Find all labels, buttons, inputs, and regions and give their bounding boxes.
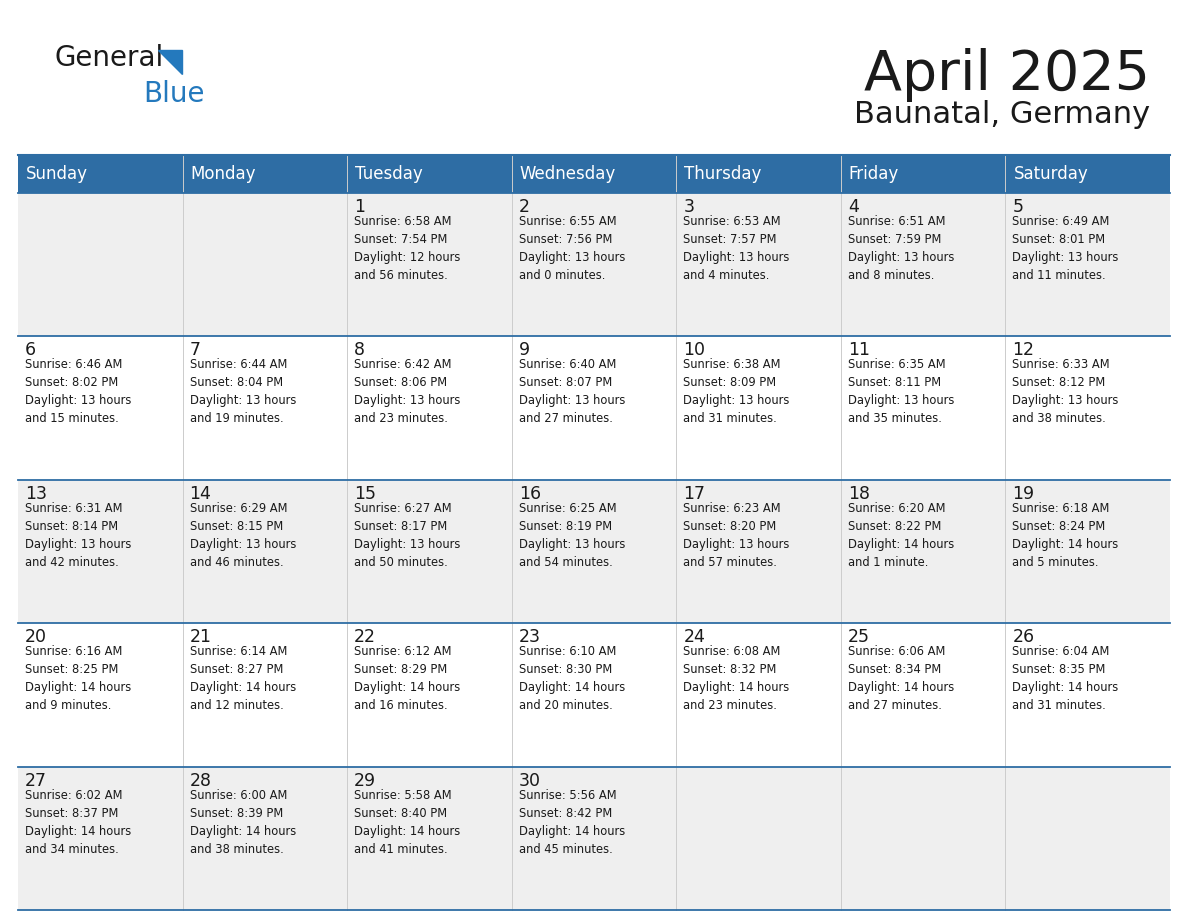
Bar: [18, 155, 1170, 193]
Text: 15: 15: [354, 485, 377, 503]
Text: 22: 22: [354, 628, 377, 646]
Text: 9: 9: [519, 341, 530, 360]
Text: Sunrise: 6:42 AM
Sunset: 8:06 PM
Daylight: 13 hours
and 23 minutes.: Sunrise: 6:42 AM Sunset: 8:06 PM Dayligh…: [354, 358, 461, 425]
Text: 23: 23: [519, 628, 541, 646]
Text: Tuesday: Tuesday: [355, 165, 423, 183]
Text: 7: 7: [190, 341, 201, 360]
Text: 26: 26: [1012, 628, 1035, 646]
Text: Sunrise: 6:16 AM
Sunset: 8:25 PM
Daylight: 14 hours
and 9 minutes.: Sunrise: 6:16 AM Sunset: 8:25 PM Dayligh…: [25, 645, 131, 712]
Text: Sunrise: 5:56 AM
Sunset: 8:42 PM
Daylight: 14 hours
and 45 minutes.: Sunrise: 5:56 AM Sunset: 8:42 PM Dayligh…: [519, 789, 625, 856]
Text: General: General: [55, 44, 164, 72]
Polygon shape: [158, 50, 182, 74]
Text: 24: 24: [683, 628, 706, 646]
Text: Saturday: Saturday: [1013, 165, 1088, 183]
Text: 17: 17: [683, 485, 706, 503]
Text: 8: 8: [354, 341, 365, 360]
Text: Sunrise: 6:49 AM
Sunset: 8:01 PM
Daylight: 13 hours
and 11 minutes.: Sunrise: 6:49 AM Sunset: 8:01 PM Dayligh…: [1012, 215, 1119, 282]
Text: Sunrise: 6:55 AM
Sunset: 7:56 PM
Daylight: 13 hours
and 0 minutes.: Sunrise: 6:55 AM Sunset: 7:56 PM Dayligh…: [519, 215, 625, 282]
Text: 27: 27: [25, 772, 48, 789]
Text: Sunday: Sunday: [26, 165, 88, 183]
Text: 13: 13: [25, 485, 48, 503]
Text: Friday: Friday: [849, 165, 899, 183]
Text: 10: 10: [683, 341, 706, 360]
Text: Sunrise: 6:02 AM
Sunset: 8:37 PM
Daylight: 14 hours
and 34 minutes.: Sunrise: 6:02 AM Sunset: 8:37 PM Dayligh…: [25, 789, 131, 856]
Text: Sunrise: 6:27 AM
Sunset: 8:17 PM
Daylight: 13 hours
and 50 minutes.: Sunrise: 6:27 AM Sunset: 8:17 PM Dayligh…: [354, 502, 461, 569]
Text: Wednesday: Wednesday: [519, 165, 615, 183]
Text: Sunrise: 6:25 AM
Sunset: 8:19 PM
Daylight: 13 hours
and 54 minutes.: Sunrise: 6:25 AM Sunset: 8:19 PM Dayligh…: [519, 502, 625, 569]
Text: 5: 5: [1012, 198, 1023, 216]
Text: 2: 2: [519, 198, 530, 216]
Text: 3: 3: [683, 198, 694, 216]
Text: Monday: Monday: [190, 165, 257, 183]
Text: Sunrise: 6:44 AM
Sunset: 8:04 PM
Daylight: 13 hours
and 19 minutes.: Sunrise: 6:44 AM Sunset: 8:04 PM Dayligh…: [190, 358, 296, 425]
Text: 19: 19: [1012, 485, 1035, 503]
Text: April 2025: April 2025: [864, 48, 1150, 102]
Text: Sunrise: 6:00 AM
Sunset: 8:39 PM
Daylight: 14 hours
and 38 minutes.: Sunrise: 6:00 AM Sunset: 8:39 PM Dayligh…: [190, 789, 296, 856]
Text: 21: 21: [190, 628, 211, 646]
Text: 6: 6: [25, 341, 36, 360]
Text: Sunrise: 6:51 AM
Sunset: 7:59 PM
Daylight: 13 hours
and 8 minutes.: Sunrise: 6:51 AM Sunset: 7:59 PM Dayligh…: [848, 215, 954, 282]
Bar: [18, 336, 1170, 480]
Text: Sunrise: 6:29 AM
Sunset: 8:15 PM
Daylight: 13 hours
and 46 minutes.: Sunrise: 6:29 AM Sunset: 8:15 PM Dayligh…: [190, 502, 296, 569]
Text: 29: 29: [354, 772, 377, 789]
Text: Sunrise: 6:20 AM
Sunset: 8:22 PM
Daylight: 14 hours
and 1 minute.: Sunrise: 6:20 AM Sunset: 8:22 PM Dayligh…: [848, 502, 954, 569]
Text: Sunrise: 6:46 AM
Sunset: 8:02 PM
Daylight: 13 hours
and 15 minutes.: Sunrise: 6:46 AM Sunset: 8:02 PM Dayligh…: [25, 358, 132, 425]
Text: 20: 20: [25, 628, 48, 646]
Text: Sunrise: 6:23 AM
Sunset: 8:20 PM
Daylight: 13 hours
and 57 minutes.: Sunrise: 6:23 AM Sunset: 8:20 PM Dayligh…: [683, 502, 790, 569]
Text: Sunrise: 6:31 AM
Sunset: 8:14 PM
Daylight: 13 hours
and 42 minutes.: Sunrise: 6:31 AM Sunset: 8:14 PM Dayligh…: [25, 502, 132, 569]
Text: 4: 4: [848, 198, 859, 216]
Text: Sunrise: 6:53 AM
Sunset: 7:57 PM
Daylight: 13 hours
and 4 minutes.: Sunrise: 6:53 AM Sunset: 7:57 PM Dayligh…: [683, 215, 790, 282]
Bar: [18, 623, 1170, 767]
Text: 14: 14: [190, 485, 211, 503]
Text: Sunrise: 6:40 AM
Sunset: 8:07 PM
Daylight: 13 hours
and 27 minutes.: Sunrise: 6:40 AM Sunset: 8:07 PM Dayligh…: [519, 358, 625, 425]
Text: Sunrise: 6:08 AM
Sunset: 8:32 PM
Daylight: 14 hours
and 23 minutes.: Sunrise: 6:08 AM Sunset: 8:32 PM Dayligh…: [683, 645, 790, 712]
Text: Sunrise: 6:12 AM
Sunset: 8:29 PM
Daylight: 14 hours
and 16 minutes.: Sunrise: 6:12 AM Sunset: 8:29 PM Dayligh…: [354, 645, 461, 712]
Bar: [18, 193, 1170, 336]
Bar: [18, 767, 1170, 910]
Text: 1: 1: [354, 198, 365, 216]
Text: Sunrise: 6:35 AM
Sunset: 8:11 PM
Daylight: 13 hours
and 35 minutes.: Sunrise: 6:35 AM Sunset: 8:11 PM Dayligh…: [848, 358, 954, 425]
Text: 25: 25: [848, 628, 870, 646]
Text: Sunrise: 6:58 AM
Sunset: 7:54 PM
Daylight: 12 hours
and 56 minutes.: Sunrise: 6:58 AM Sunset: 7:54 PM Dayligh…: [354, 215, 461, 282]
Text: Sunrise: 6:14 AM
Sunset: 8:27 PM
Daylight: 14 hours
and 12 minutes.: Sunrise: 6:14 AM Sunset: 8:27 PM Dayligh…: [190, 645, 296, 712]
Text: Sunrise: 6:04 AM
Sunset: 8:35 PM
Daylight: 14 hours
and 31 minutes.: Sunrise: 6:04 AM Sunset: 8:35 PM Dayligh…: [1012, 645, 1119, 712]
Text: 30: 30: [519, 772, 541, 789]
Text: 11: 11: [848, 341, 870, 360]
Text: Thursday: Thursday: [684, 165, 762, 183]
Bar: [18, 480, 1170, 623]
Text: 12: 12: [1012, 341, 1035, 360]
Text: Sunrise: 6:10 AM
Sunset: 8:30 PM
Daylight: 14 hours
and 20 minutes.: Sunrise: 6:10 AM Sunset: 8:30 PM Dayligh…: [519, 645, 625, 712]
Text: Sunrise: 6:33 AM
Sunset: 8:12 PM
Daylight: 13 hours
and 38 minutes.: Sunrise: 6:33 AM Sunset: 8:12 PM Dayligh…: [1012, 358, 1119, 425]
Text: Sunrise: 5:58 AM
Sunset: 8:40 PM
Daylight: 14 hours
and 41 minutes.: Sunrise: 5:58 AM Sunset: 8:40 PM Dayligh…: [354, 789, 461, 856]
Text: 18: 18: [848, 485, 870, 503]
Text: Sunrise: 6:06 AM
Sunset: 8:34 PM
Daylight: 14 hours
and 27 minutes.: Sunrise: 6:06 AM Sunset: 8:34 PM Dayligh…: [848, 645, 954, 712]
Text: Sunrise: 6:38 AM
Sunset: 8:09 PM
Daylight: 13 hours
and 31 minutes.: Sunrise: 6:38 AM Sunset: 8:09 PM Dayligh…: [683, 358, 790, 425]
Text: Sunrise: 6:18 AM
Sunset: 8:24 PM
Daylight: 14 hours
and 5 minutes.: Sunrise: 6:18 AM Sunset: 8:24 PM Dayligh…: [1012, 502, 1119, 569]
Text: 16: 16: [519, 485, 541, 503]
Text: Blue: Blue: [143, 80, 204, 108]
Text: Baunatal, Germany: Baunatal, Germany: [854, 100, 1150, 129]
Text: 28: 28: [190, 772, 211, 789]
